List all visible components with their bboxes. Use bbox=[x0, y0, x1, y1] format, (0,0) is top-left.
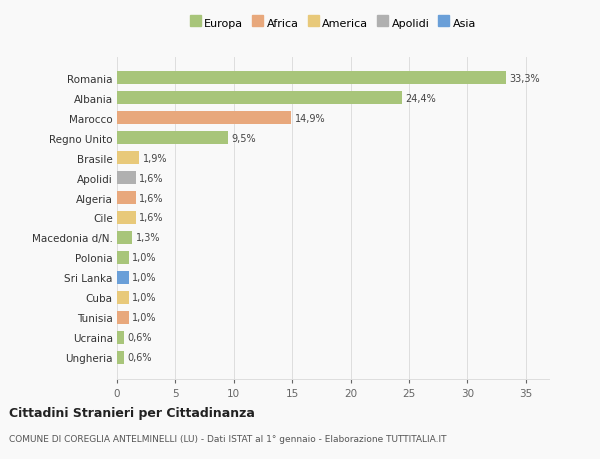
Bar bbox=[117, 92, 402, 105]
Text: 1,3%: 1,3% bbox=[136, 233, 160, 243]
Bar bbox=[117, 191, 136, 205]
Bar bbox=[117, 291, 128, 304]
Bar bbox=[117, 252, 128, 264]
Text: 1,0%: 1,0% bbox=[132, 313, 157, 323]
Bar bbox=[117, 351, 124, 364]
Text: 9,5%: 9,5% bbox=[232, 133, 256, 143]
Bar bbox=[117, 311, 128, 324]
Bar bbox=[117, 331, 124, 344]
Text: 24,4%: 24,4% bbox=[406, 94, 436, 103]
Bar bbox=[117, 112, 291, 125]
Legend: Europa, Africa, America, Apolidi, Asia: Europa, Africa, America, Apolidi, Asia bbox=[187, 15, 479, 32]
Text: 1,6%: 1,6% bbox=[139, 213, 164, 223]
Text: 0,6%: 0,6% bbox=[128, 353, 152, 363]
Text: 0,6%: 0,6% bbox=[128, 333, 152, 342]
Bar bbox=[117, 72, 506, 85]
Text: Cittadini Stranieri per Cittadinanza: Cittadini Stranieri per Cittadinanza bbox=[9, 406, 255, 419]
Text: 1,0%: 1,0% bbox=[132, 253, 157, 263]
Bar bbox=[117, 271, 128, 284]
Bar bbox=[117, 212, 136, 224]
Text: 1,6%: 1,6% bbox=[139, 193, 164, 203]
Text: 1,0%: 1,0% bbox=[132, 273, 157, 283]
Bar bbox=[117, 152, 139, 165]
Text: 14,9%: 14,9% bbox=[295, 113, 325, 123]
Text: 1,9%: 1,9% bbox=[143, 153, 167, 163]
Bar bbox=[117, 132, 228, 145]
Text: 1,0%: 1,0% bbox=[132, 293, 157, 303]
Bar bbox=[117, 172, 136, 185]
Text: COMUNE DI COREGLIA ANTELMINELLI (LU) - Dati ISTAT al 1° gennaio - Elaborazione T: COMUNE DI COREGLIA ANTELMINELLI (LU) - D… bbox=[9, 434, 446, 443]
Text: 1,6%: 1,6% bbox=[139, 173, 164, 183]
Bar bbox=[117, 231, 132, 245]
Text: 33,3%: 33,3% bbox=[509, 73, 540, 84]
